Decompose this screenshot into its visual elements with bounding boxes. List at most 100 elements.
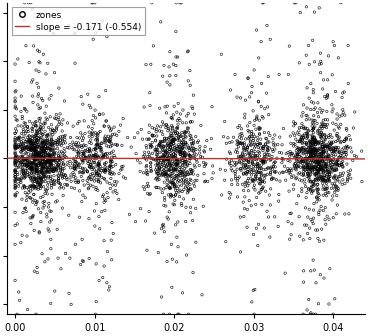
Point <box>46 165 52 170</box>
Point <box>297 139 302 144</box>
Point <box>35 131 40 136</box>
Point <box>18 93 24 99</box>
Point <box>149 144 155 150</box>
Point <box>301 169 307 174</box>
Point <box>314 160 319 165</box>
Point <box>37 144 43 150</box>
Point <box>25 154 31 159</box>
Point <box>248 167 254 172</box>
Point <box>103 88 109 93</box>
Point <box>85 124 91 129</box>
Point <box>12 160 18 165</box>
Point <box>309 147 315 152</box>
Point <box>42 187 48 193</box>
Point <box>167 49 173 54</box>
Point <box>33 133 39 138</box>
Point <box>320 169 326 175</box>
Point <box>60 161 66 166</box>
Point <box>33 137 39 143</box>
Point <box>256 131 262 136</box>
Point <box>335 124 341 130</box>
Point <box>50 132 56 137</box>
Point <box>93 169 99 174</box>
Point <box>234 138 240 143</box>
Point <box>189 168 195 173</box>
Point <box>264 157 270 162</box>
Point <box>160 153 166 159</box>
Point <box>222 177 228 183</box>
Point <box>265 152 270 157</box>
Point <box>314 173 319 178</box>
Point <box>22 206 28 211</box>
Point <box>40 170 46 175</box>
Point <box>304 163 310 168</box>
Point <box>279 160 285 165</box>
Point <box>195 140 201 145</box>
Point <box>50 139 56 144</box>
Point <box>100 111 106 117</box>
Point <box>322 187 328 192</box>
Point <box>55 158 61 164</box>
Point <box>43 164 49 170</box>
Point <box>178 149 184 155</box>
Point <box>31 165 37 171</box>
Point <box>177 149 183 155</box>
Point <box>329 158 335 163</box>
Point <box>186 145 192 151</box>
Point <box>297 137 303 142</box>
Point <box>49 185 54 191</box>
Point <box>323 164 329 169</box>
Point <box>18 146 24 152</box>
Point <box>102 161 107 166</box>
Point <box>217 167 223 172</box>
Point <box>319 126 325 131</box>
Point <box>51 181 57 187</box>
Point <box>50 148 56 154</box>
Point <box>42 159 48 164</box>
Point <box>298 138 304 143</box>
Point <box>270 164 276 169</box>
Point <box>85 169 91 174</box>
Point <box>68 179 74 184</box>
Point <box>266 145 272 151</box>
Point <box>328 141 334 147</box>
Point <box>159 294 164 300</box>
Point <box>260 159 266 165</box>
Point <box>58 184 64 190</box>
Point <box>41 173 47 178</box>
Point <box>79 258 85 263</box>
Point <box>47 141 53 147</box>
Point <box>56 122 62 127</box>
Point <box>310 135 316 141</box>
Point <box>255 135 261 140</box>
Point <box>26 162 32 167</box>
Point <box>312 142 318 148</box>
Point <box>97 226 103 232</box>
Point <box>328 185 334 191</box>
Point <box>12 186 18 191</box>
Point <box>303 113 309 118</box>
Point <box>335 157 340 163</box>
Point <box>49 158 54 163</box>
Point <box>89 171 95 176</box>
Point <box>332 186 338 192</box>
Point <box>173 131 178 136</box>
Point <box>305 159 311 164</box>
Point <box>325 144 331 150</box>
Point <box>336 149 342 154</box>
Point <box>60 134 66 139</box>
Point <box>332 190 337 195</box>
Point <box>30 141 36 147</box>
Point <box>333 183 339 189</box>
Point <box>53 160 59 165</box>
Point <box>29 178 35 184</box>
Point <box>60 162 66 167</box>
Point <box>92 223 98 229</box>
Point <box>18 160 24 165</box>
Point <box>315 157 321 163</box>
Point <box>164 150 170 155</box>
Point <box>303 140 309 146</box>
Point <box>120 164 126 169</box>
Point <box>348 176 354 181</box>
Point <box>176 148 181 154</box>
